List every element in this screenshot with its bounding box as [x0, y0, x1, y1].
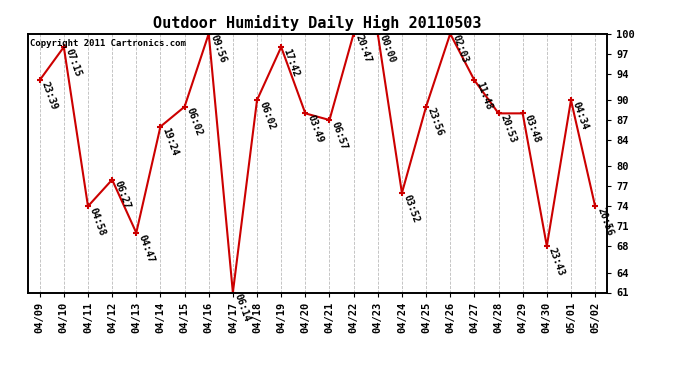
Text: 04:47: 04:47	[136, 233, 156, 264]
Text: 03:48: 03:48	[523, 113, 542, 144]
Text: 03:52: 03:52	[402, 193, 422, 224]
Text: 02:03: 02:03	[450, 34, 470, 65]
Text: 23:56: 23:56	[426, 107, 446, 138]
Text: 20:47: 20:47	[353, 34, 373, 65]
Text: 23:43: 23:43	[546, 246, 566, 277]
Text: 04:34: 04:34	[571, 100, 591, 131]
Text: 17:42: 17:42	[282, 47, 301, 78]
Text: 06:27: 06:27	[112, 180, 132, 211]
Text: 06:14: 06:14	[233, 292, 253, 324]
Text: 04:58: 04:58	[88, 206, 108, 237]
Text: 06:57: 06:57	[330, 120, 349, 151]
Text: 23:39: 23:39	[39, 80, 59, 111]
Title: Outdoor Humidity Daily High 20110503: Outdoor Humidity Daily High 20110503	[153, 15, 482, 31]
Text: 20:53: 20:53	[498, 113, 518, 144]
Text: 09:56: 09:56	[208, 34, 228, 65]
Text: 00:00: 00:00	[378, 34, 397, 65]
Text: 11:48: 11:48	[475, 80, 494, 111]
Text: Copyright 2011 Cartronics.com: Copyright 2011 Cartronics.com	[30, 39, 186, 48]
Text: 03:49: 03:49	[305, 113, 325, 144]
Text: 06:02: 06:02	[184, 107, 204, 138]
Text: 07:15: 07:15	[63, 47, 83, 78]
Text: 20:56: 20:56	[595, 206, 615, 237]
Text: 19:24: 19:24	[160, 127, 180, 158]
Text: 06:02: 06:02	[257, 100, 277, 131]
